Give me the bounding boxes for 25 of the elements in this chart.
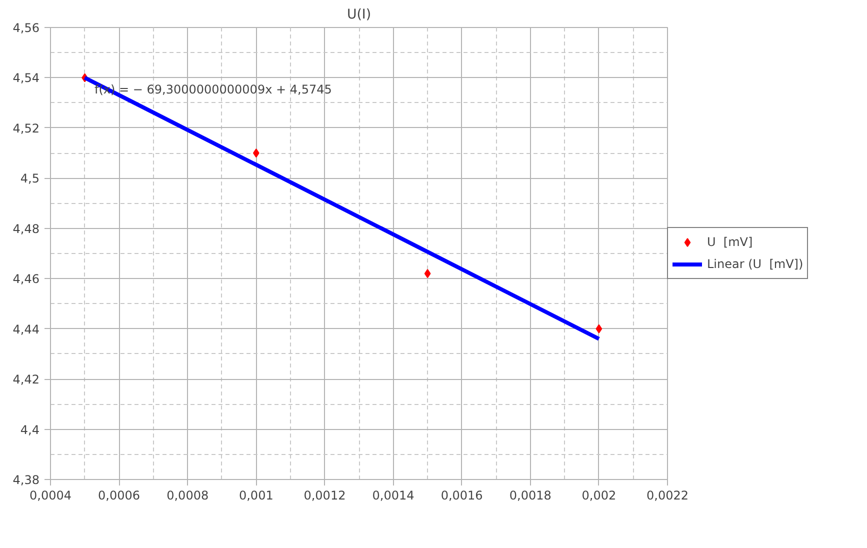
legend-label: U [mV]: [707, 235, 753, 249]
y-tick-label: 4,44: [12, 322, 40, 336]
y-tick-label: 4,46: [12, 272, 40, 286]
y-tick-label: 4,56: [12, 21, 40, 35]
x-tick-label: 0,0012: [304, 488, 346, 502]
x-tick-label: 0,0014: [372, 488, 414, 502]
x-tick-label: 0,0022: [646, 488, 689, 502]
x-tick-label: 0,002: [582, 488, 616, 502]
x-tick-label: 0,0016: [440, 488, 483, 502]
y-tick-label: 4,42: [12, 372, 40, 387]
y-tick-label: 4,54: [12, 71, 40, 86]
y-tick-label: 4,48: [12, 222, 40, 236]
y-tick-label: 4,38: [12, 473, 40, 487]
y-tick-label: 4,4: [20, 422, 40, 437]
x-tick-label: 0,0008: [166, 488, 209, 502]
x-tick-label: 0,0006: [98, 488, 140, 502]
y-tick-label: 4,5: [20, 172, 40, 186]
chart-title: U(I): [346, 8, 372, 22]
point: [596, 324, 602, 334]
x-tick-label: 0,0018: [509, 488, 552, 502]
legend-label: Linear (U [mV]): [707, 257, 804, 271]
x-tick-label: 0,001: [238, 488, 274, 502]
point: [424, 269, 431, 278]
x-tick-label: 0,0004: [30, 488, 72, 502]
y-tick-label: 4,52: [12, 121, 40, 136]
